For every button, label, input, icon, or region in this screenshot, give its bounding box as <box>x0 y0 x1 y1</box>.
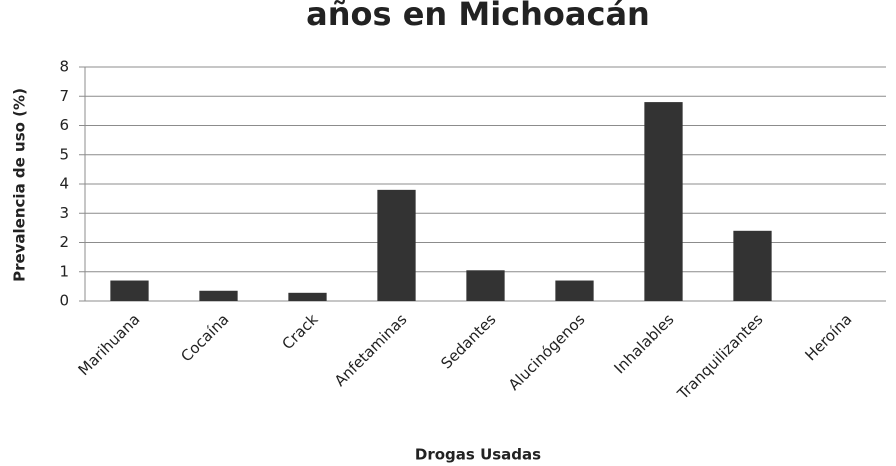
bar <box>110 280 149 301</box>
bar <box>644 102 683 301</box>
y-tick-label: 3 <box>59 204 69 222</box>
x-axis-title: Drogas Usadas <box>415 446 541 464</box>
x-tick-label: Heroína <box>801 310 855 364</box>
x-tick-label: Crack <box>279 310 322 353</box>
y-tick-label: 7 <box>59 87 69 105</box>
bar <box>466 270 505 301</box>
bar <box>377 189 416 301</box>
x-tick-label: Anfetaminas <box>331 310 411 390</box>
y-tick-label: 0 <box>59 292 69 310</box>
y-tick-label: 4 <box>59 175 69 193</box>
bar <box>733 230 772 301</box>
y-tick-label: 5 <box>59 145 69 163</box>
chart-title: años en Michoacán <box>306 0 650 33</box>
x-tick-label: Inhalables <box>611 310 678 377</box>
y-tick-label: 8 <box>59 58 69 76</box>
x-tick-label: Sedantes <box>437 310 499 372</box>
y-tick-label: 6 <box>59 116 69 134</box>
bar <box>199 290 238 301</box>
x-tick-label: Cocaína <box>177 310 232 365</box>
y-tick-label: 2 <box>59 233 69 251</box>
x-tick-label: Alucinógenos <box>505 310 589 394</box>
x-tick-label: Marihuana <box>75 310 144 379</box>
bar <box>555 280 594 301</box>
y-tick-label: 1 <box>59 262 69 280</box>
bar <box>288 292 327 301</box>
x-tick-label: Tranquilizantes <box>673 310 766 403</box>
y-axis-title: Prevalencia de uso (%) <box>11 88 29 282</box>
